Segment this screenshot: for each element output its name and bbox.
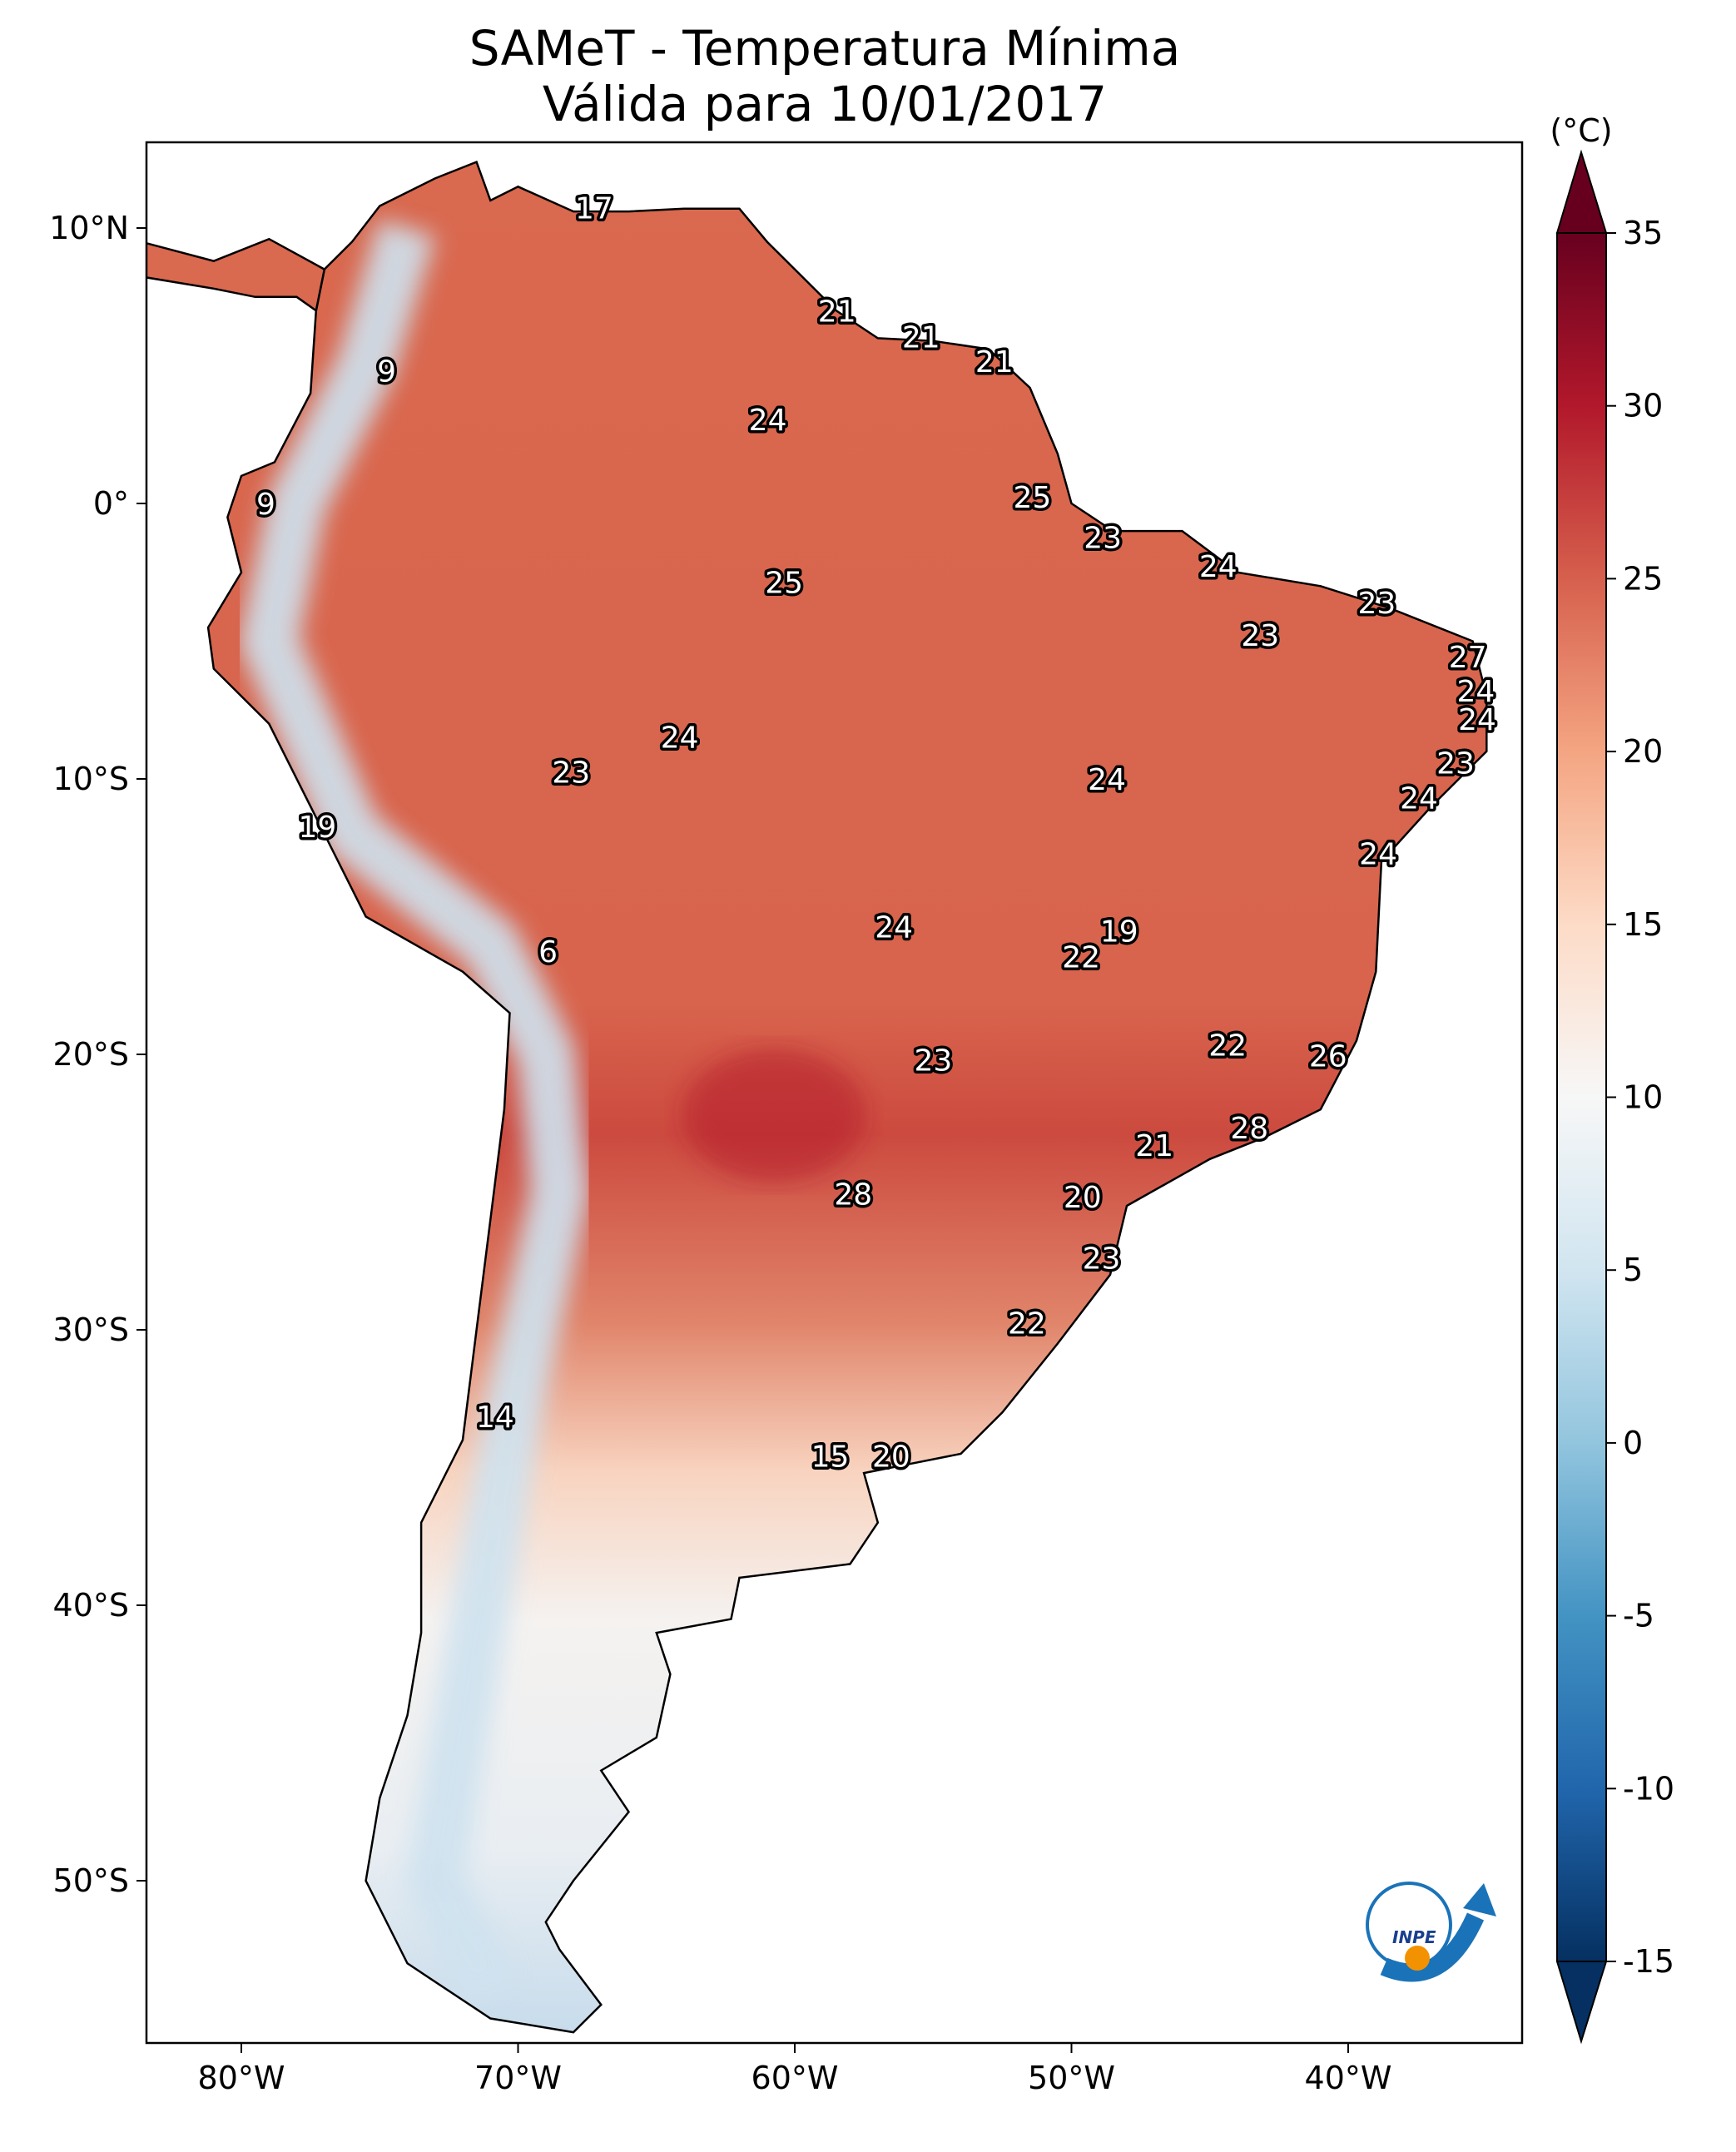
station-temperature-label: 23 [1436, 746, 1475, 781]
colorbar-tick-label: -10 [1623, 1770, 1674, 1807]
station-temperature-label: 24 [1199, 550, 1238, 584]
map-frame [145, 141, 1524, 2045]
lon-tick-label: 80°W [198, 2060, 285, 2096]
station-temperature-label: 24 [1458, 703, 1496, 737]
andes-cold-band [238, 219, 589, 2005]
inpe-logo: INPE [1366, 1882, 1496, 1982]
longitude-axis: 80°W 70°W 60°W 50°W 40°W [198, 2043, 1392, 2096]
station-temperature-label: 23 [552, 756, 590, 791]
station-temperature-label: 9 [256, 488, 275, 522]
station-temperature-label: 23 [1083, 1242, 1121, 1276]
station-temperature-label: 22 [1062, 940, 1100, 974]
map-subtitle: Válida para 10/01/2017 [543, 76, 1107, 132]
station-temperature-label: 23 [1241, 619, 1279, 653]
station-temperature-label: 23 [915, 1044, 953, 1078]
colorbar-scale [1556, 232, 1607, 1962]
station-temperature-label: 24 [1359, 838, 1397, 872]
station-temperature-label: 14 [476, 1401, 514, 1435]
station-temperature-label: 24 [875, 911, 913, 945]
station-temperature-label: 15 [811, 1440, 850, 1474]
station-temperature-label: 24 [1400, 782, 1438, 816]
colorbar-tick-label: 35 [1623, 215, 1663, 251]
lon-tick-label: 40°W [1305, 2060, 1392, 2096]
lon-tick-label: 70°W [474, 2060, 562, 2096]
station-temperature-label: 24 [749, 404, 787, 438]
station-temperature-label: 19 [299, 811, 337, 845]
lat-tick-label: 10°S [53, 761, 129, 797]
colorbar-tick-label: 10 [1623, 1079, 1663, 1116]
lat-tick-label: 0° [93, 485, 129, 522]
station-temperature-label: 24 [661, 721, 699, 755]
colorbar-max-extension [1555, 149, 1608, 234]
station-temperature-label: 27 [1449, 641, 1487, 675]
station-temperature-label: 19 [1100, 915, 1138, 949]
latitude-axis: 10°N 0° 10°S 20°S 30°S 40°S 50°S [49, 210, 146, 1899]
station-temperature-label: 23 [1084, 522, 1122, 556]
station-temperature-label: 20 [872, 1440, 910, 1474]
station-temperature-label: 25 [765, 567, 803, 601]
station-temperature-label: 21 [818, 295, 856, 330]
station-temperature-label: 28 [1230, 1112, 1268, 1146]
colorbar-tick-label: -5 [1623, 1598, 1654, 1634]
station-temperature-label: 17 [575, 192, 613, 226]
colorbar: (°C) 35 30 25 20 15 10 5 0 -5 -10 -15 [1550, 112, 1674, 2045]
station-temperature-label: 24 [1088, 763, 1126, 797]
station-temperature-label: 22 [1008, 1307, 1046, 1341]
station-temperature-label: 28 [834, 1178, 872, 1212]
lat-tick-label: 30°S [53, 1312, 129, 1348]
colorbar-tick-label: 15 [1623, 906, 1663, 943]
map-title: SAMeT - Temperatura Mínima [469, 20, 1181, 77]
colorbar-tick-label: 20 [1623, 733, 1663, 770]
logo-text: INPE [1392, 1927, 1436, 1947]
station-temperature-label: 6 [538, 935, 558, 969]
station-temperature-label: 21 [902, 321, 940, 355]
lon-tick-label: 60°W [751, 2060, 839, 2096]
lat-tick-label: 50°S [53, 1862, 129, 1899]
colorbar-tick-label: 0 [1623, 1425, 1643, 1461]
station-temperature-label: 25 [1014, 481, 1052, 515]
lat-tick-label: 20°S [53, 1036, 129, 1073]
colorbar-unit-label: (°C) [1550, 112, 1612, 149]
colorbar-tick-label: 25 [1623, 560, 1663, 597]
station-temperature-label: 21 [975, 345, 1014, 379]
colorbar-tick-label: 5 [1623, 1252, 1643, 1288]
lon-tick-label: 50°W [1028, 2060, 1115, 2096]
station-temperature-label: 24 [1457, 675, 1495, 709]
colorbar-min-extension [1555, 1961, 1608, 2045]
colorbar-tick-label: 30 [1623, 388, 1663, 424]
paraguay-hot-spot [682, 1049, 866, 1182]
station-temperature-label: 20 [1064, 1181, 1102, 1215]
station-temperature-label: 21 [1135, 1129, 1173, 1163]
station-temperature-label: 22 [1208, 1029, 1247, 1063]
lat-tick-label: 10°N [49, 210, 129, 246]
station-temperature-label: 23 [1358, 587, 1396, 621]
station-temperature-label: 9 [377, 355, 396, 389]
lat-tick-label: 40°S [53, 1587, 129, 1624]
coastline [206, 160, 1488, 2034]
station-temperature-label: 26 [1309, 1039, 1347, 1074]
central-america [146, 237, 326, 313]
colorbar-tick-label: -15 [1623, 1943, 1674, 1980]
